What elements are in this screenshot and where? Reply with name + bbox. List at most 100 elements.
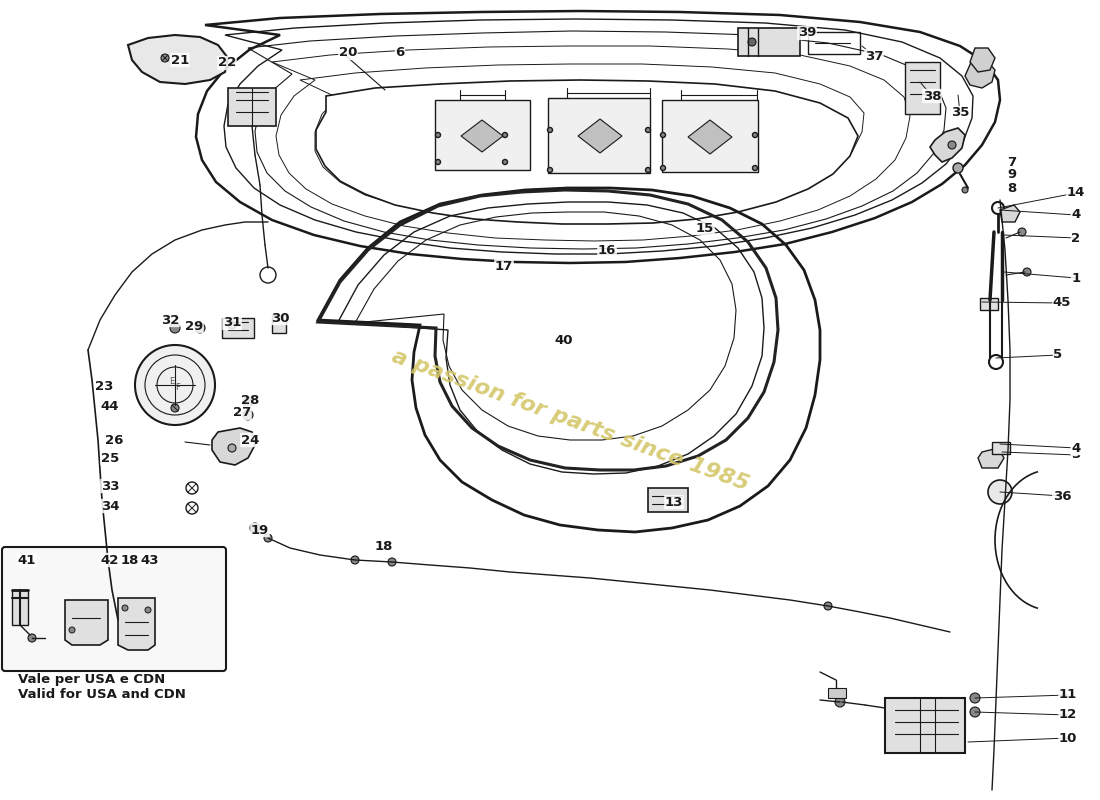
Text: 4: 4 [1071, 209, 1080, 222]
Text: 18: 18 [121, 554, 140, 566]
Text: 14: 14 [1067, 186, 1086, 199]
FancyBboxPatch shape [2, 547, 225, 671]
Circle shape [646, 167, 650, 173]
Text: 13: 13 [664, 495, 683, 509]
Circle shape [250, 523, 260, 533]
Circle shape [646, 127, 650, 133]
Text: 3: 3 [1071, 449, 1080, 462]
Bar [992, 442, 1010, 454]
Circle shape [970, 693, 980, 703]
Polygon shape [978, 448, 1004, 468]
Circle shape [748, 38, 756, 46]
Text: Vale per USA e CDN: Vale per USA e CDN [18, 674, 165, 686]
Text: 41: 41 [18, 554, 36, 566]
Circle shape [1023, 268, 1031, 276]
Circle shape [1018, 228, 1026, 236]
Text: 1: 1 [1071, 271, 1080, 285]
Circle shape [752, 133, 758, 138]
Circle shape [660, 166, 666, 170]
Circle shape [195, 323, 205, 333]
Circle shape [503, 159, 507, 165]
Text: 19: 19 [251, 523, 270, 537]
Text: 32: 32 [161, 314, 179, 326]
Circle shape [122, 605, 128, 611]
Circle shape [145, 607, 151, 613]
Text: 40: 40 [554, 334, 573, 346]
Circle shape [436, 159, 440, 165]
Bar [886, 698, 965, 753]
Text: 7: 7 [1008, 155, 1016, 169]
Text: 30: 30 [271, 311, 289, 325]
Circle shape [988, 480, 1012, 504]
Circle shape [660, 133, 666, 138]
Text: 16: 16 [597, 243, 616, 257]
Bar [648, 488, 688, 512]
Text: 39: 39 [798, 26, 816, 39]
Circle shape [161, 54, 169, 62]
Text: 37: 37 [865, 50, 883, 62]
Circle shape [962, 187, 968, 193]
Circle shape [228, 444, 236, 452]
Text: E: E [169, 378, 175, 386]
Text: 4: 4 [1071, 442, 1080, 454]
Circle shape [970, 707, 980, 717]
Polygon shape [965, 60, 996, 88]
Circle shape [243, 410, 253, 420]
Text: 18: 18 [375, 539, 393, 553]
Text: 10: 10 [1059, 731, 1077, 745]
Text: 17: 17 [495, 259, 513, 273]
Circle shape [752, 166, 758, 170]
Text: 36: 36 [1053, 490, 1071, 502]
Circle shape [436, 133, 440, 138]
Text: 24: 24 [241, 434, 260, 446]
Text: 4: 4 [1071, 442, 1080, 454]
Polygon shape [212, 428, 255, 465]
Text: 18: 18 [121, 554, 140, 566]
Text: 28: 28 [241, 394, 260, 406]
Bar [662, 100, 758, 172]
Text: 5: 5 [1054, 349, 1063, 362]
Text: 4: 4 [1071, 209, 1080, 222]
Circle shape [824, 602, 832, 610]
Text: 25: 25 [101, 451, 119, 465]
Bar [222, 318, 254, 338]
Text: 11: 11 [1059, 689, 1077, 702]
Polygon shape [930, 128, 965, 162]
Bar [828, 688, 846, 698]
Polygon shape [970, 48, 996, 72]
Text: 9: 9 [1008, 169, 1016, 182]
Text: 34: 34 [101, 499, 119, 513]
Text: 45: 45 [1053, 297, 1071, 310]
Circle shape [953, 163, 962, 173]
Circle shape [351, 556, 359, 564]
Circle shape [835, 697, 845, 707]
Bar [980, 298, 998, 310]
Bar [548, 98, 650, 173]
Text: 27: 27 [233, 406, 251, 419]
Circle shape [948, 141, 956, 149]
Polygon shape [12, 590, 28, 625]
Bar [272, 315, 286, 333]
Text: 26: 26 [104, 434, 123, 446]
Polygon shape [316, 80, 858, 224]
Circle shape [243, 397, 253, 407]
Text: 44: 44 [101, 399, 119, 413]
Circle shape [135, 345, 214, 425]
Bar [738, 28, 800, 56]
Text: 15: 15 [696, 222, 714, 234]
Text: 31: 31 [223, 317, 241, 330]
Text: 42: 42 [101, 554, 119, 566]
Polygon shape [688, 120, 732, 154]
Polygon shape [65, 600, 108, 645]
Circle shape [264, 534, 272, 542]
Circle shape [503, 133, 507, 138]
Polygon shape [118, 598, 155, 650]
Text: 23: 23 [95, 379, 113, 393]
Text: 35: 35 [950, 106, 969, 119]
Circle shape [28, 634, 36, 642]
Circle shape [69, 627, 75, 633]
Circle shape [170, 323, 180, 333]
Text: 20: 20 [339, 46, 358, 59]
Bar [434, 100, 530, 170]
Polygon shape [128, 35, 228, 84]
